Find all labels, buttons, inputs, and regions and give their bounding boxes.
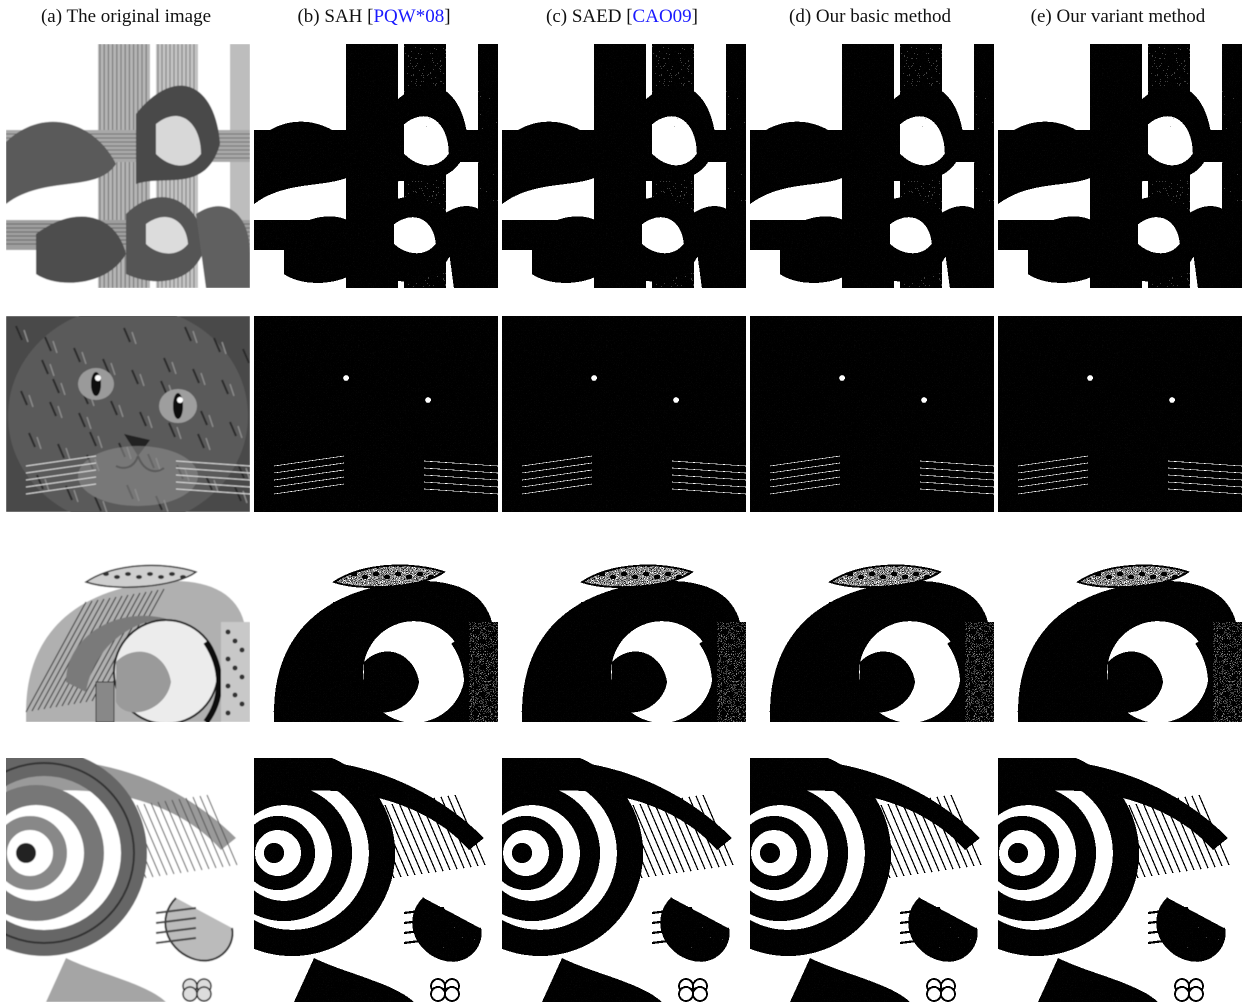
- panel-cat-face-b: [254, 316, 498, 512]
- inner-ear-image: [750, 758, 994, 1002]
- panel-inner-ear-d: [750, 758, 994, 1002]
- panel-woven-ribbon-b: [254, 44, 498, 288]
- panel-woven-ribbon-a: [6, 44, 250, 288]
- panel-anatomy-joint-b: [254, 562, 498, 722]
- citation-link[interactable]: CAO09: [632, 6, 692, 27]
- panel-anatomy-joint-d: [750, 562, 994, 722]
- anatomy-joint-image: [6, 562, 250, 722]
- panel-woven-ribbon-c: [502, 44, 746, 288]
- citation-link[interactable]: PQW*08: [373, 6, 445, 27]
- panel-anatomy-joint-e: [998, 562, 1242, 722]
- inner-ear-image: [6, 758, 250, 1002]
- anatomy-joint-image: [998, 562, 1242, 722]
- column-header-b: (b) SAH [PQW*08]: [297, 6, 451, 27]
- panel-cat-face-a: [6, 316, 250, 512]
- panel-woven-ribbon-e: [998, 44, 1242, 288]
- panel-anatomy-joint-a: [6, 562, 250, 722]
- panel-cat-face-e: [998, 316, 1242, 512]
- cat-face-image: [6, 316, 250, 512]
- panel-inner-ear-a: [6, 758, 250, 1002]
- woven-ribbon-image: [6, 44, 250, 288]
- inner-ear-image: [502, 758, 746, 1002]
- inner-ear-image: [998, 758, 1242, 1002]
- panel-cat-face-d: [750, 316, 994, 512]
- woven-ribbon-image: [254, 44, 498, 288]
- column-header-e: (e) Our variant method: [1030, 6, 1206, 27]
- panel-inner-ear-b: [254, 758, 498, 1002]
- panel-inner-ear-c: [502, 758, 746, 1002]
- column-header-a: (a) The original image: [40, 6, 212, 27]
- woven-ribbon-image: [998, 44, 1242, 288]
- cat-face-image: [998, 316, 1242, 512]
- anatomy-joint-image: [254, 562, 498, 722]
- column-header-d: (d) Our basic method: [789, 6, 951, 27]
- panel-inner-ear-e: [998, 758, 1242, 1002]
- inner-ear-image: [254, 758, 498, 1002]
- panel-anatomy-joint-c: [502, 562, 746, 722]
- cat-face-image: [750, 316, 994, 512]
- anatomy-joint-image: [750, 562, 994, 722]
- anatomy-joint-image: [502, 562, 746, 722]
- cat-face-image: [254, 316, 498, 512]
- woven-ribbon-image: [502, 44, 746, 288]
- cat-face-image: [502, 316, 746, 512]
- panel-cat-face-c: [502, 316, 746, 512]
- woven-ribbon-image: [750, 44, 994, 288]
- panel-woven-ribbon-d: [750, 44, 994, 288]
- column-header-c: (c) SAED [CAO09]: [546, 6, 698, 27]
